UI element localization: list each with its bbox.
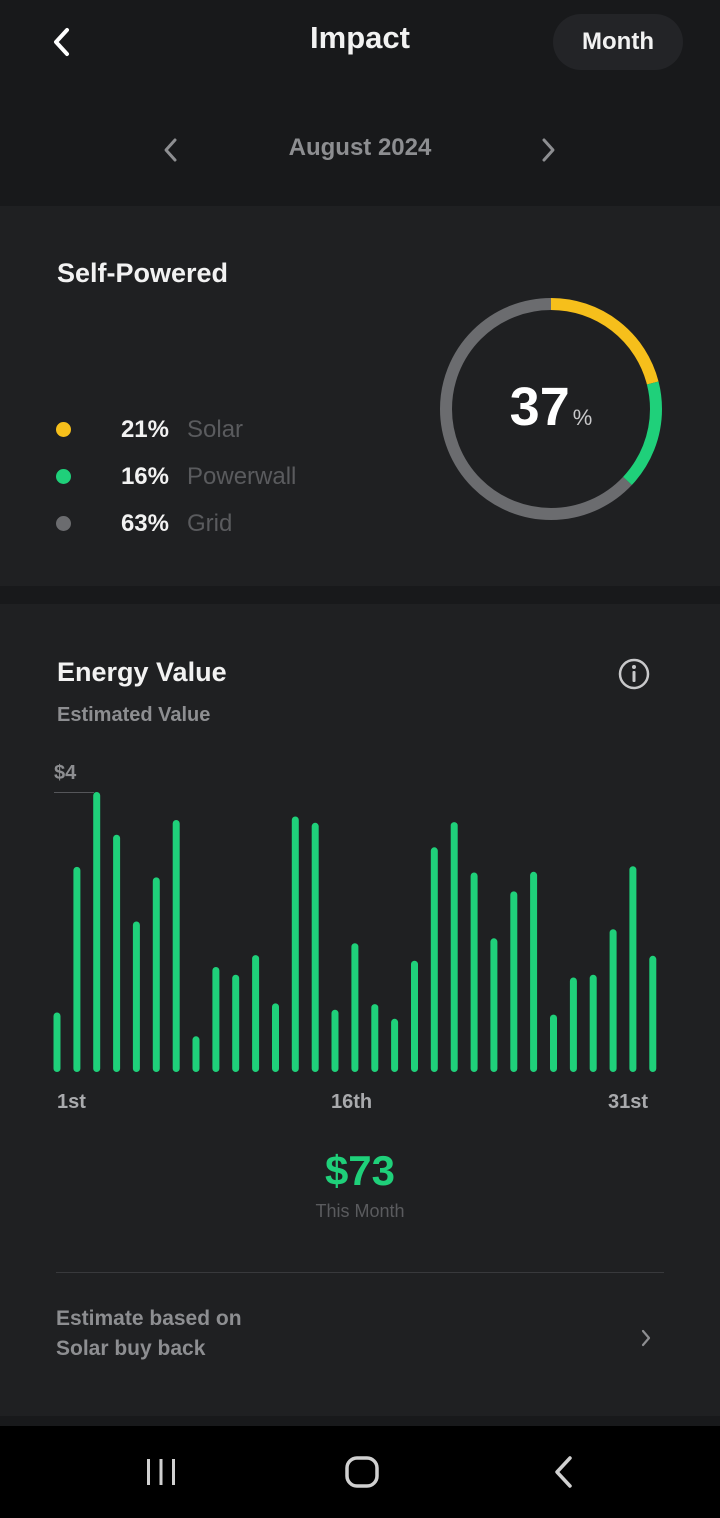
back-arrow-icon bbox=[555, 1456, 572, 1488]
recent-apps-icon bbox=[147, 1459, 175, 1485]
monthly-total-value: $73 bbox=[324, 1147, 396, 1194]
info-icon bbox=[618, 658, 650, 690]
self-powered-card bbox=[0, 206, 720, 586]
bar-day-26[interactable] bbox=[550, 1014, 557, 1072]
chevron-left-icon bbox=[164, 138, 177, 162]
estimate-basis-line-1: Estimate based on bbox=[56, 1307, 242, 1330]
back-button[interactable] bbox=[40, 18, 84, 66]
chevron-right-icon bbox=[542, 138, 555, 162]
bar-day-7[interactable] bbox=[172, 820, 180, 1072]
monthly-total-label: This Month bbox=[315, 1201, 405, 1221]
y-axis-max-label: $4 bbox=[54, 762, 77, 784]
legend-item-solar: 21% Solar bbox=[56, 406, 296, 453]
bar-day-19[interactable] bbox=[411, 960, 418, 1072]
bar-day-20[interactable] bbox=[430, 847, 438, 1072]
info-button[interactable] bbox=[617, 657, 651, 691]
legend-pct: 63% bbox=[120, 509, 169, 537]
y-axis-max-line bbox=[54, 792, 94, 793]
self-powered-value: 37% bbox=[438, 376, 664, 438]
estimate-basis-line-2: Solar buy back bbox=[56, 1337, 206, 1360]
x-axis-label-mid: 16th bbox=[331, 1091, 373, 1113]
bar-day-27[interactable] bbox=[569, 977, 577, 1073]
bar-day-13[interactable] bbox=[291, 816, 299, 1073]
date-navigator: August 2024 bbox=[0, 124, 720, 174]
solar-dot-icon bbox=[56, 422, 71, 437]
bar-day-29[interactable] bbox=[609, 929, 617, 1072]
grid-dot-icon bbox=[56, 516, 71, 531]
bar-day-16[interactable] bbox=[351, 943, 359, 1072]
chevron-right-icon bbox=[641, 1329, 651, 1347]
self-powered-donut-chart bbox=[440, 298, 662, 520]
bar-day-18[interactable] bbox=[391, 1018, 399, 1072]
x-axis-label-end: 31st bbox=[608, 1091, 649, 1113]
x-axis-label-start: 1st bbox=[57, 1091, 86, 1113]
home-button[interactable] bbox=[327, 1446, 397, 1498]
bar-day-4[interactable] bbox=[113, 834, 121, 1072]
recent-apps-button[interactable] bbox=[126, 1446, 196, 1498]
bar-day-8[interactable] bbox=[192, 1036, 200, 1072]
home-icon bbox=[345, 1456, 379, 1488]
legend-pct: 16% bbox=[120, 462, 169, 490]
legend-label: Powerwall bbox=[187, 462, 297, 490]
self-powered-legend: 21% Solar 16% Powerwall 63% Grid bbox=[56, 406, 296, 547]
legend-item-grid: 63% Grid bbox=[56, 500, 296, 547]
bar-day-10[interactable] bbox=[232, 974, 240, 1072]
current-period-label: August 2024 bbox=[288, 134, 432, 161]
bar-day-24[interactable] bbox=[510, 891, 518, 1072]
bar-day-21[interactable] bbox=[450, 822, 458, 1072]
estimate-basis-row[interactable]: Estimate based on Solar buy back bbox=[56, 1304, 664, 1374]
system-navigation-bar bbox=[0, 1426, 720, 1518]
system-back-button[interactable] bbox=[529, 1446, 599, 1498]
bar-day-12[interactable] bbox=[272, 1003, 279, 1072]
energy-value-title: Energy Value bbox=[57, 657, 227, 687]
bar-day-31[interactable] bbox=[649, 955, 657, 1072]
bar-day-28[interactable] bbox=[589, 974, 597, 1072]
bar-day-22[interactable] bbox=[470, 872, 478, 1073]
bar-day-30[interactable] bbox=[629, 866, 637, 1072]
bar-day-1[interactable] bbox=[53, 1012, 61, 1073]
self-powered-unit: % bbox=[572, 405, 593, 430]
energy-value-subtitle: Estimated Value bbox=[57, 704, 211, 726]
bar-day-11[interactable] bbox=[252, 955, 260, 1072]
bar-day-6[interactable] bbox=[152, 877, 160, 1072]
donut-segment-powerwall bbox=[440, 298, 662, 520]
bar-day-3[interactable] bbox=[93, 792, 101, 1072]
bar-day-15[interactable] bbox=[331, 1009, 339, 1072]
bar-day-17[interactable] bbox=[371, 1004, 379, 1072]
bar-day-25[interactable] bbox=[530, 871, 538, 1072]
bar-day-14[interactable] bbox=[311, 822, 319, 1072]
header: Impact Month August 2024 bbox=[0, 0, 720, 205]
divider bbox=[56, 1272, 664, 1273]
period-selector-button[interactable]: Month bbox=[553, 14, 683, 70]
legend-item-powerwall: 16% Powerwall bbox=[56, 453, 296, 500]
bar-day-9[interactable] bbox=[212, 967, 220, 1072]
bar-day-2[interactable] bbox=[73, 866, 81, 1072]
previous-month-button[interactable] bbox=[151, 130, 191, 170]
bar-day-5[interactable] bbox=[132, 921, 140, 1073]
self-powered-title: Self-Powered bbox=[57, 258, 229, 288]
next-month-button[interactable] bbox=[528, 130, 568, 170]
energy-value-bar-chart bbox=[53, 792, 657, 1073]
legend-pct: 21% bbox=[120, 415, 169, 443]
donut-segment-solar bbox=[440, 298, 662, 520]
chevron-left-icon bbox=[54, 28, 69, 56]
legend-label: Solar bbox=[187, 415, 244, 443]
bar-day-23[interactable] bbox=[490, 938, 498, 1072]
self-powered-percent: 37 bbox=[509, 377, 570, 437]
legend-label: Grid bbox=[187, 509, 233, 537]
powerwall-dot-icon bbox=[56, 469, 71, 484]
